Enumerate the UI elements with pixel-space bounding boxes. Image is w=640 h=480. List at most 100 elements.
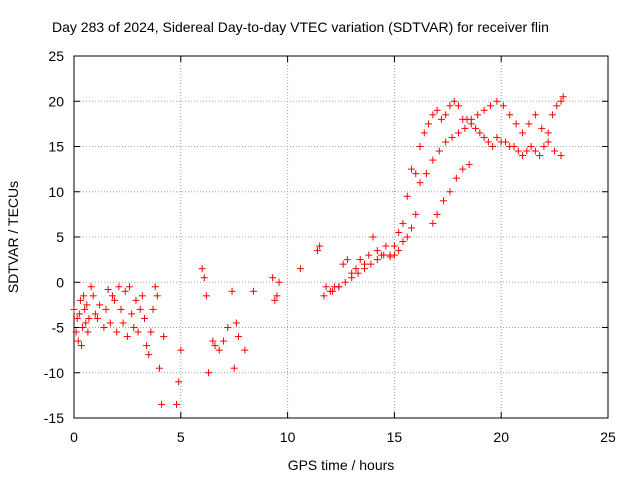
data-point — [540, 143, 548, 150]
data-point — [82, 319, 90, 327]
data-point — [446, 188, 454, 196]
data-point — [559, 93, 567, 101]
data-point — [102, 305, 110, 313]
data-point — [91, 310, 99, 318]
data-point — [506, 111, 514, 119]
data-point — [386, 253, 394, 261]
data-point — [480, 133, 488, 141]
data-point — [525, 120, 533, 128]
data-point — [429, 219, 437, 227]
axis-ticks: 0 5 10 15 20 25 -15 -10 -5 0 5 10 15 20 25 — [44, 48, 616, 445]
data-point — [175, 378, 183, 386]
data-point — [429, 111, 437, 119]
data-point — [108, 292, 116, 300]
data-point — [461, 124, 469, 132]
data-point — [173, 400, 181, 408]
data-point — [211, 342, 219, 350]
data-point — [527, 143, 535, 150]
data-point — [437, 115, 445, 123]
data-point — [70, 305, 78, 313]
data-point — [74, 337, 82, 345]
data-point — [474, 111, 482, 119]
data-point — [442, 138, 450, 146]
data-point — [121, 287, 129, 295]
data-point — [335, 283, 343, 291]
data-point — [493, 133, 501, 141]
data-point — [209, 337, 217, 345]
y-tick-label: -5 — [52, 320, 65, 336]
data-point — [407, 224, 415, 232]
data-point — [87, 283, 95, 291]
data-point — [352, 265, 360, 273]
data-point — [446, 102, 454, 110]
data-point — [499, 102, 507, 110]
data-point — [320, 292, 328, 300]
data-point — [433, 106, 441, 114]
data-point — [557, 97, 565, 105]
data-point — [140, 314, 148, 322]
data-point — [510, 143, 518, 150]
data-point — [155, 364, 163, 372]
data-point — [271, 296, 279, 304]
data-point — [149, 305, 157, 313]
data-point — [360, 265, 368, 273]
data-point — [390, 242, 398, 250]
data-point — [465, 161, 473, 169]
data-point — [200, 274, 208, 282]
data-point — [220, 337, 228, 345]
data-point — [519, 152, 527, 160]
data-point — [476, 129, 484, 137]
grid — [74, 56, 608, 418]
y-tick-label: 20 — [48, 93, 64, 109]
data-point — [459, 165, 467, 173]
data-point — [514, 147, 522, 155]
y-tick-label: 0 — [56, 274, 64, 290]
x-tick-label: 0 — [70, 429, 78, 445]
y-tick-label: -15 — [44, 410, 64, 426]
data-point — [551, 147, 559, 155]
data-point — [412, 210, 420, 218]
data-point — [373, 247, 381, 255]
data-point — [454, 102, 462, 110]
data-point — [399, 238, 407, 246]
data-point — [85, 314, 93, 322]
data-point — [151, 283, 159, 291]
data-point — [83, 301, 91, 309]
data-point — [440, 197, 448, 205]
data-point — [454, 129, 462, 137]
data-point — [322, 283, 330, 291]
data-point — [84, 328, 92, 336]
data-point — [489, 143, 497, 150]
data-point — [296, 265, 304, 273]
data-point — [356, 256, 364, 264]
data-point — [177, 346, 185, 354]
data-point — [115, 283, 123, 291]
data-point — [416, 179, 424, 187]
data-point — [269, 274, 277, 282]
data-point — [328, 287, 336, 295]
data-point — [113, 328, 121, 336]
data-point — [224, 324, 232, 331]
data-point — [104, 285, 112, 293]
data-point — [472, 124, 480, 132]
data-point — [544, 129, 552, 137]
data-point — [531, 111, 539, 119]
data-point — [339, 260, 347, 268]
data-point — [480, 106, 488, 114]
data-point — [205, 369, 213, 377]
data-point — [230, 364, 238, 372]
data-point — [373, 256, 381, 264]
data-point — [390, 251, 398, 259]
data-point — [117, 305, 125, 313]
data-point — [75, 310, 83, 318]
data-point — [557, 152, 565, 160]
data-point — [126, 283, 134, 291]
data-point — [275, 278, 283, 286]
data-point — [202, 292, 210, 300]
data-point — [395, 247, 403, 255]
x-tick-label: 25 — [600, 429, 616, 445]
data-point — [136, 305, 144, 313]
data-point — [512, 120, 520, 128]
data-point — [420, 129, 428, 137]
data-point — [249, 287, 257, 295]
